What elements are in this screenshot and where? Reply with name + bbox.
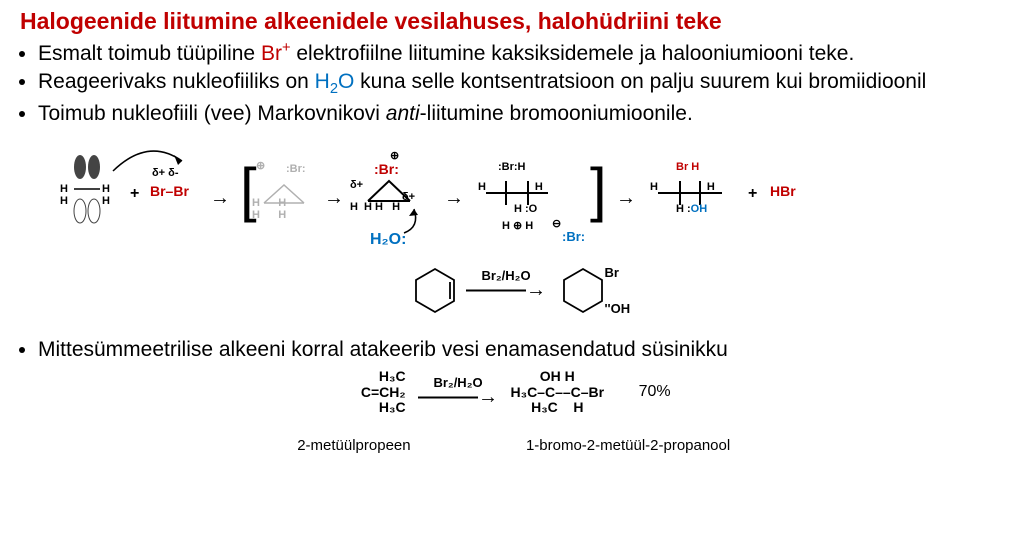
oplus-grey: ⊕ <box>256 159 265 172</box>
plus-prod: + <box>748 185 757 203</box>
deltaplus-2: δ+ <box>350 179 363 191</box>
product-structure: OH H H₃C–C––C–Br H₃C H <box>510 369 604 415</box>
br-sub: Br <box>604 265 618 280</box>
arrow-icon-2 <box>324 187 344 210</box>
product-cyclohexane-icon: Br ''OH <box>558 263 602 307</box>
name-reactant: 2-metüülpropeen <box>254 437 454 454</box>
reagent-arrow-2: Br₂/H₂O ———→ <box>418 375 498 409</box>
mechanism-diagram: HH HH δ+ δ- + Br–Br [ ⊕ :Br: H HH H ⊕ :B… <box>60 137 992 257</box>
arrow-icon-3 <box>444 187 464 210</box>
b2-post: kuna selle kontsentratsioon on palju suu… <box>354 70 926 93</box>
HOH-label: H ⊕ H <box>502 219 533 232</box>
br-h-prod: Br H <box>676 161 699 173</box>
H-bold: H H H H <box>350 201 400 213</box>
b2-pre: Reageerivaks nukleofiiliks on <box>38 70 315 93</box>
H-grey: H HH H <box>252 197 286 221</box>
arrow-icon-4 <box>616 187 636 210</box>
yield-label: 70% <box>639 383 671 401</box>
cyclohexene-reaction: Br₂/H₂O ———→ Br ''OH <box>20 263 992 337</box>
bullet-1: Esmalt toimub tüüpiline Br+ elektrofiiln… <box>38 39 992 67</box>
b3-post: -liitumine bromooniumioonile. <box>420 102 693 125</box>
HOH-prod: H :OH <box>676 203 707 215</box>
bullet-3: Toimub nukleofiili (vee) Markovnikovi an… <box>38 101 992 127</box>
deltaplus-3: δ+ <box>402 191 415 203</box>
reagent-arrow: Br₂/H₂O ———→ <box>466 268 546 302</box>
b3-pre: Toimub nukleofiili (vee) Markovnikovi <box>38 102 386 125</box>
plus-sign: + <box>130 185 139 203</box>
br-anion: :Br: <box>562 229 585 244</box>
br2-reagent: Br–Br <box>150 183 189 199</box>
bullet-4: Mittesümmeetrilise alkeeni korral atakee… <box>38 337 992 363</box>
b1-post: elektrofiilne liitumine kaksiksidemele j… <box>291 42 855 65</box>
ominus: ⊖ <box>552 217 561 230</box>
delta-labels: δ+ δ- <box>152 167 179 179</box>
anti-word: anti <box>386 102 420 125</box>
arrow-icon <box>210 187 230 210</box>
H-label-r: HH <box>102 183 110 207</box>
bullet-2: Reageerivaks nukleofiiliks on H2O kuna s… <box>38 69 992 99</box>
b1-pre: Esmalt toimub tüüpiline <box>38 42 261 65</box>
oh-sub: ''OH <box>604 301 630 316</box>
bullet-list-2: Mittesümmeetrilise alkeeni korral atakee… <box>38 337 992 363</box>
name-product: 1-bromo-2-metüül-2-propanool <box>498 437 758 454</box>
O-label: H :O <box>514 203 537 215</box>
isobutylene-reaction: H₃C C=CH₂ H₃C Br₂/H₂O ———→ OH H H₃C–C––C… <box>20 369 992 435</box>
bullet-list: Esmalt toimub tüüpiline Br+ elektrofiiln… <box>38 39 992 127</box>
br-species: Br+ <box>261 42 291 65</box>
curved-arrow-h2o-icon <box>400 207 430 237</box>
reactant-structure: H₃C C=CH₂ H₃C <box>341 369 405 415</box>
hbr-product: HBr <box>770 183 796 199</box>
h2o-species: H2O <box>315 70 355 93</box>
cyclohexene-icon <box>410 263 454 307</box>
brH-label: :Br:H <box>498 161 526 173</box>
H-label-3: H H <box>478 181 543 193</box>
compound-names: 2-metüülpropeen 1-bromo-2-metüül-2-propa… <box>20 437 992 454</box>
slide-title: Halogeenide liitumine alkeenidele vesila… <box>20 8 992 35</box>
H-label: HH <box>60 183 68 207</box>
bracket-right: ] <box>590 155 607 224</box>
H-prod: H H <box>650 181 715 193</box>
